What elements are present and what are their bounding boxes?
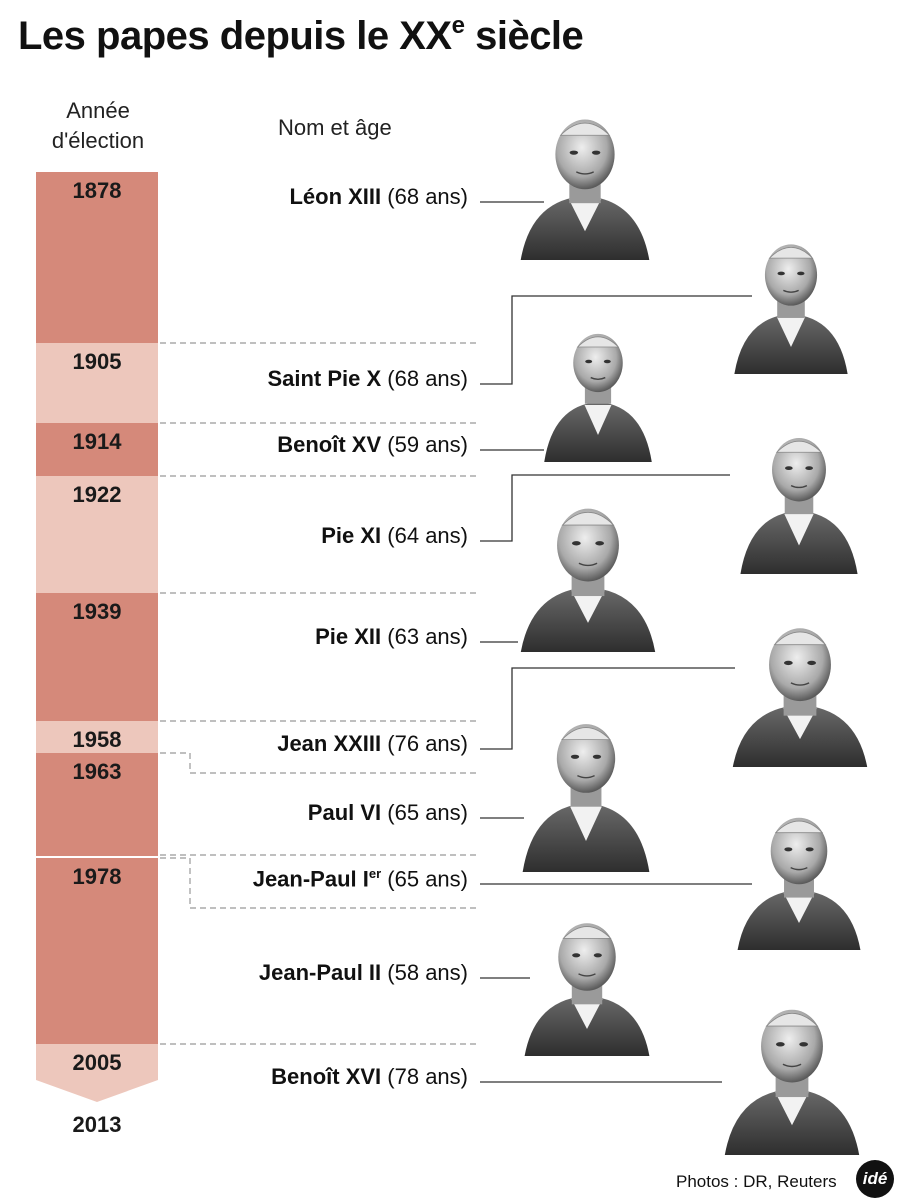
pope-label: Léon XIII (68 ans) [289, 184, 468, 210]
dashed-divider-elbow [160, 857, 478, 909]
pope-name: Benoît XV [277, 432, 382, 457]
pope-age: (76 ans) [387, 731, 468, 756]
year-label-1905: 1905 [72, 349, 122, 374]
photo-connector-line [480, 295, 752, 385]
year-header-line1: Année [66, 98, 130, 123]
pope-label: Saint Pie X (68 ans) [267, 366, 468, 392]
pope-label: Paul VI (65 ans) [308, 800, 468, 826]
pope-age: (78 ans) [387, 1064, 468, 1089]
photo-connector-line [480, 667, 735, 750]
pope-name: Saint Pie X [267, 366, 382, 391]
portrait-jean-xxiii-icon [730, 612, 870, 767]
portrait-saint-pie-x-icon [732, 224, 850, 374]
timeline-segment-1978: 1978 [36, 858, 158, 1044]
pope-label: Pie XI (64 ans) [321, 523, 468, 549]
year-column-header: Année d'élection [36, 96, 160, 155]
pope-name: Jean-Paul II [258, 960, 382, 985]
pope-age: (63 ans) [387, 624, 468, 649]
portrait-pie-xii-icon [518, 490, 658, 652]
year-label-1963: 1963 [72, 759, 122, 784]
pope-label: Jean-Paul II (58 ans) [259, 960, 468, 986]
pope-age: (58 ans) [387, 960, 468, 985]
timeline-arrow-tip [36, 1080, 158, 1102]
pope-name: Paul VI [307, 800, 382, 825]
photo-credit: Photos : DR, Reuters [676, 1172, 837, 1191]
year-label-1958: 1958 [72, 727, 122, 752]
timeline-segment-2005 [36, 1044, 158, 1080]
dashed-divider-elbow [160, 752, 478, 774]
portrait-benoit-xv-icon [542, 312, 654, 462]
year-label-2005: 2005 [72, 1050, 122, 1075]
title-rest: siècle [464, 14, 584, 58]
pope-age: (68 ans) [387, 184, 468, 209]
year-label-end: 2013 [72, 1112, 122, 1137]
title-main: Les papes depuis le XX [18, 14, 452, 58]
year-label-1914: 1914 [72, 429, 122, 454]
portrait-benoit-xvi-icon [722, 990, 862, 1155]
pope-name: Pie XI [321, 523, 382, 548]
name-column-header: Nom et âge [278, 115, 392, 140]
timeline-segment-1905: 1905 [36, 343, 158, 423]
year-label-1922: 1922 [72, 482, 122, 507]
pope-label: Benoît XV (59 ans) [277, 432, 468, 458]
title-superscript: e [451, 12, 465, 39]
timeline-segment-1958: 1958 [36, 721, 158, 753]
pope-label: Pie XII (63 ans) [315, 624, 468, 650]
pope-name: Benoît XVI [271, 1064, 382, 1089]
ide-logo: idé [856, 1160, 894, 1198]
pope-name: Pie XII [315, 624, 382, 649]
timeline-segment-1914: 1914 [36, 423, 158, 476]
pope-name-superscript: er [368, 866, 382, 881]
portrait-jean-paul-ii-icon [522, 906, 652, 1056]
timeline-segment-1963: 1963 [36, 753, 158, 856]
portrait-jean-paul-i-icon [735, 800, 863, 950]
year-header-line2: d'élection [51, 127, 145, 153]
pope-name: Jean-Paul I [252, 866, 369, 892]
page-title: Les papes depuis le XXe siècle [18, 12, 584, 59]
pope-age: (64 ans) [387, 523, 468, 548]
pope-age: (68 ans) [387, 366, 468, 391]
pope-label: Jean XXIII (76 ans) [277, 731, 468, 757]
pope-name: Léon XIII [289, 184, 382, 209]
photo-connector-line [480, 474, 730, 542]
year-label-1878: 1878 [72, 178, 122, 203]
year-label-1978: 1978 [72, 864, 122, 889]
pope-age: (65 ans) [387, 866, 468, 892]
pope-name: Jean XXIII [277, 731, 382, 756]
pope-age: (59 ans) [387, 432, 468, 457]
portrait-pie-xi-icon [738, 416, 860, 574]
timeline-segment-1939: 1939 [36, 593, 158, 721]
timeline-segment-1878: 1878 [36, 172, 158, 343]
pope-age: (65 ans) [387, 800, 468, 825]
portrait-leon-xiii-icon [518, 100, 652, 260]
timeline-segment-1922: 1922 [36, 476, 158, 593]
pope-label: Jean-Paul Ier (65 ans) [253, 866, 468, 892]
year-label-1939: 1939 [72, 599, 122, 624]
portrait-paul-vi-icon [520, 700, 652, 872]
pope-label: Benoît XVI (78 ans) [271, 1064, 468, 1090]
